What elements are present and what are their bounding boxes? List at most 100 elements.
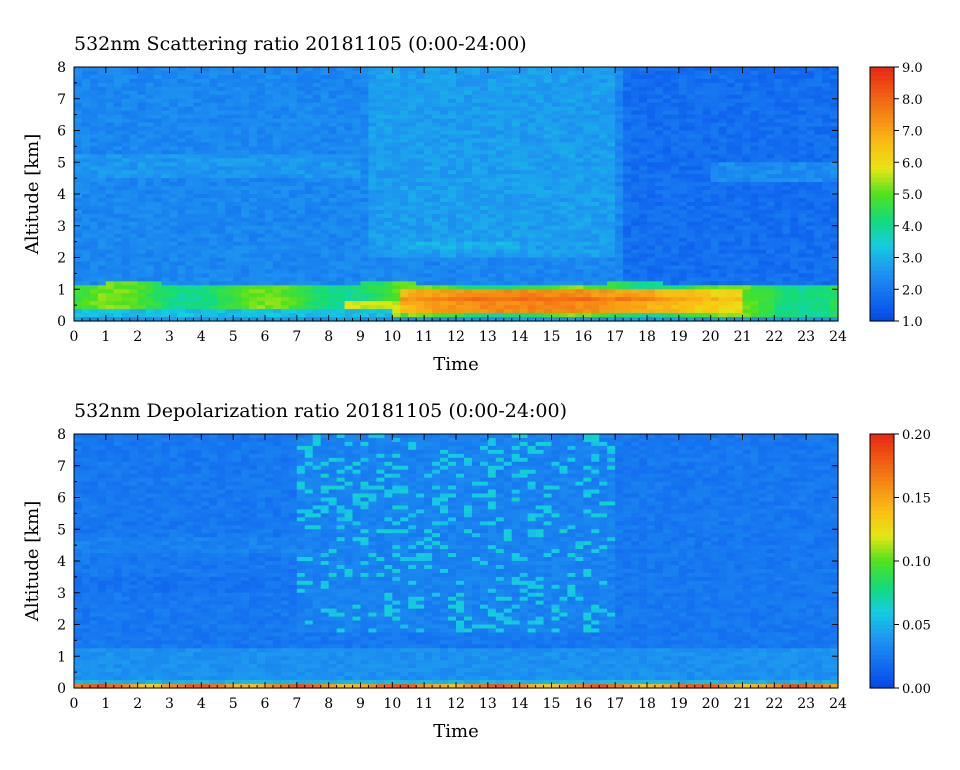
heatmap-cell (376, 74, 385, 80)
heatmap-cell (448, 86, 457, 92)
heatmap-cell (137, 70, 147, 76)
heatmap-cell (81, 261, 91, 267)
heatmap-cell (241, 67, 250, 72)
heatmap-cell (185, 130, 194, 136)
heatmap-cell (105, 174, 115, 179)
heatmap-cell (161, 134, 171, 140)
heatmap-cell (296, 201, 306, 207)
heatmap-cell (384, 289, 393, 294)
heatmap-cell (471, 273, 481, 278)
heatmap-cell (336, 313, 346, 318)
heatmap-cell (559, 110, 569, 116)
heatmap-cell (272, 237, 282, 243)
heatmap-cell (217, 178, 226, 183)
heatmap-cell (519, 301, 529, 306)
heatmap-cell (432, 67, 441, 72)
heatmap-cell (249, 182, 258, 187)
heatmap-cell (463, 273, 473, 278)
heatmap-cell (583, 178, 592, 183)
heatmap-cell (400, 150, 409, 155)
heatmap-cell (344, 269, 354, 274)
heatmap-cell (272, 253, 282, 259)
heatmap-cell (296, 293, 306, 298)
heatmap-cell (543, 98, 553, 104)
heatmap-cell (145, 194, 155, 199)
heatmap-cell (177, 190, 187, 195)
heatmap-cell (265, 118, 274, 124)
heatmap-cell (670, 217, 680, 223)
heatmap-cell (288, 114, 298, 120)
heatmap-cell (169, 90, 179, 96)
heatmap-cell (265, 281, 274, 286)
heatmap-cell (320, 110, 330, 116)
heatmap-cell (169, 106, 179, 112)
heatmap-cell (662, 90, 672, 96)
heatmap-cell (599, 241, 608, 247)
heatmap-cell (583, 293, 592, 298)
heatmap-cell (615, 241, 624, 247)
heatmap-cell (193, 197, 202, 203)
heatmap-cell (432, 213, 441, 219)
heatmap-cell (591, 106, 600, 112)
heatmap-cell (352, 154, 362, 159)
heatmap-cell (233, 317, 242, 322)
heatmap-cell (312, 201, 322, 207)
heatmap-cell (376, 182, 385, 187)
heatmap-cell (328, 118, 338, 124)
heatmap-cell (296, 257, 306, 263)
heatmap-cell (639, 186, 648, 191)
heatmap-cell (463, 265, 473, 271)
heatmap-cell (400, 142, 409, 147)
heatmap-cell (384, 297, 393, 302)
heatmap-cell (257, 257, 266, 263)
heatmap-cell (463, 241, 473, 247)
heatmap-cell (368, 221, 378, 227)
heatmap-cell (312, 261, 322, 267)
heatmap-cell (408, 217, 417, 223)
heatmap-cell (551, 217, 561, 223)
heatmap-cell (336, 94, 346, 100)
heatmap-cell (607, 146, 616, 151)
heatmap-cell (320, 209, 330, 215)
heatmap-cell (519, 166, 529, 171)
heatmap-cell (336, 245, 346, 251)
heatmap-cell (320, 257, 330, 263)
heatmap-cell (225, 102, 234, 108)
heatmap-cell (400, 297, 409, 302)
heatmap-cell (81, 182, 91, 187)
heatmap-cell (145, 289, 155, 294)
heatmap-cell (105, 233, 115, 239)
heatmap-cell (74, 233, 83, 239)
heatmap-cell (487, 82, 497, 88)
heatmap-cell (368, 70, 378, 76)
heatmap-cell (400, 209, 409, 215)
heatmap-cell (631, 158, 640, 163)
heatmap-cell (121, 94, 131, 100)
heatmap-cell (400, 130, 409, 136)
heatmap-cell (471, 170, 481, 175)
heatmap-cell (344, 297, 354, 302)
heatmap-cell (583, 277, 592, 282)
heatmap-cell (615, 86, 624, 92)
heatmap-cell (209, 170, 218, 175)
heatmap-cell (567, 305, 576, 310)
heatmap-cell (623, 94, 632, 100)
heatmap-cell (400, 126, 409, 132)
heatmap-cell (113, 233, 123, 239)
heatmap-cell (495, 289, 505, 294)
heatmap-cell (74, 166, 83, 171)
heatmap-cell (686, 213, 696, 219)
heatmap-cell (201, 293, 210, 298)
heatmap-cell (193, 82, 202, 88)
heatmap-cell (344, 138, 354, 144)
heatmap-cell (81, 138, 91, 144)
heatmap-cell (161, 249, 171, 255)
heatmap-cell (272, 158, 282, 163)
heatmap-cell (201, 305, 210, 310)
heatmap-cell (280, 281, 290, 286)
heatmap-cell (543, 221, 553, 227)
heatmap-cell (511, 78, 521, 84)
heatmap-cell (503, 166, 513, 171)
heatmap-cell (678, 138, 688, 144)
heatmap-cell (241, 154, 250, 159)
